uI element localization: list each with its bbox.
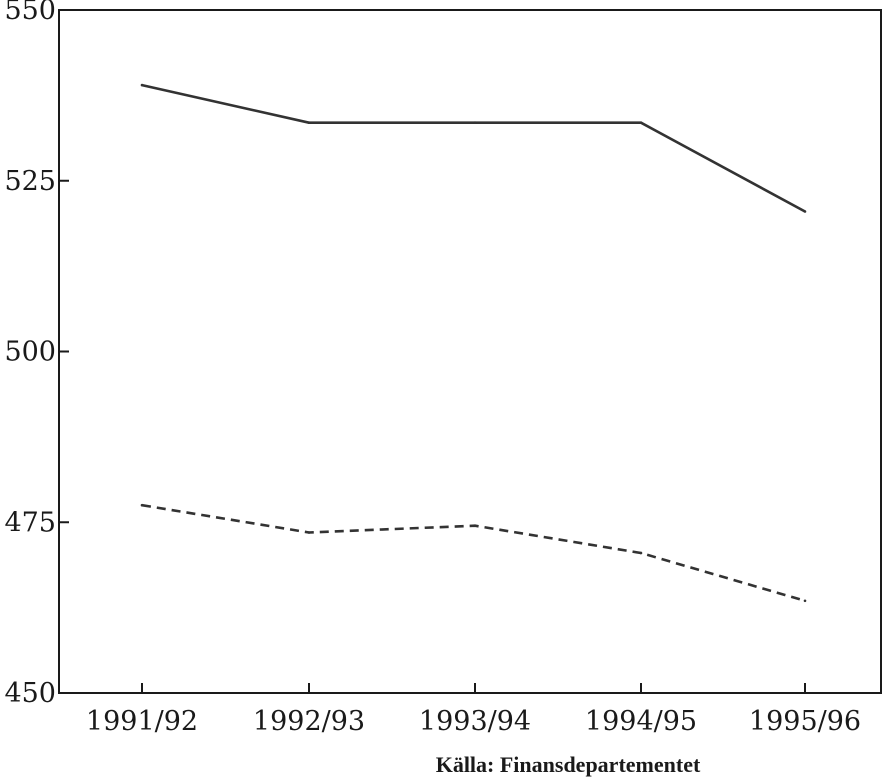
plot-frame — [58, 9, 882, 694]
data-point — [803, 210, 807, 213]
data-point — [140, 503, 144, 507]
y-axis: 450 475 500 525 550 — [4, 0, 69, 709]
y-tick-label: 525 — [4, 166, 56, 197]
x-tick-label: 1995/96 — [749, 706, 861, 737]
y-tick-label: 450 — [4, 678, 56, 709]
y-tick-label: 550 — [4, 0, 56, 26]
data-point — [140, 83, 144, 87]
data-point — [473, 524, 477, 527]
solid-series-line — [141, 83, 806, 213]
y-tick-label: 475 — [4, 507, 56, 538]
x-tick-label: 1991/92 — [86, 706, 198, 737]
data-point — [639, 551, 643, 555]
x-tick-label: 1993/94 — [419, 706, 531, 737]
data-point — [307, 531, 311, 534]
series-group — [140, 83, 807, 603]
x-tick-label: 1992/93 — [253, 706, 365, 737]
x-axis: 1991/92 1992/93 1993/94 1994/95 1995/96 — [86, 683, 861, 737]
data-point — [639, 121, 643, 124]
x-tick-label: 1994/95 — [585, 706, 697, 737]
data-point — [473, 121, 477, 124]
data-point — [307, 121, 311, 124]
data-point — [803, 599, 807, 603]
y-tick-label: 500 — [4, 337, 56, 368]
source-note: Källa: Finansdepartementet — [436, 752, 701, 777]
dashed-series-line — [141, 503, 806, 603]
